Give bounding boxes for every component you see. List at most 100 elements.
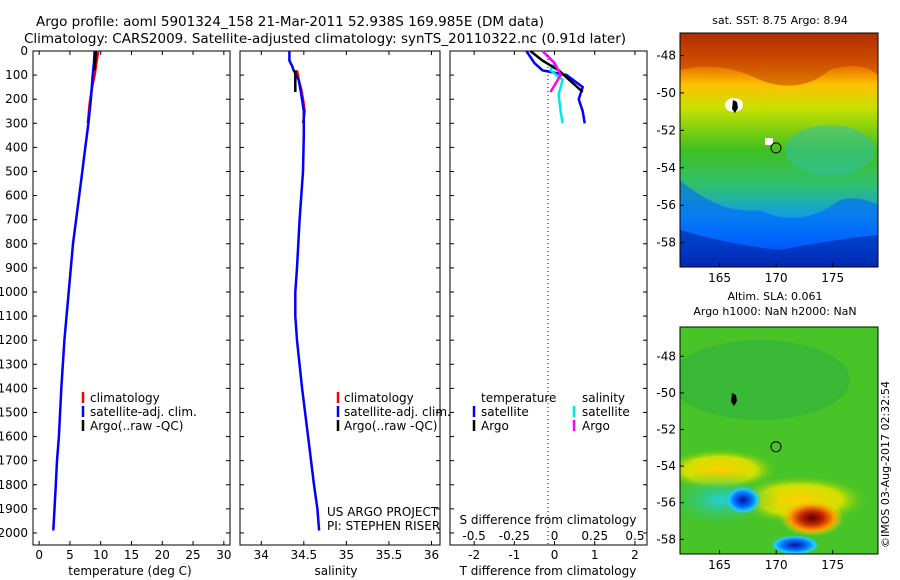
y-tick-label: -54 — [656, 161, 676, 175]
x-tick-label: 35 — [339, 548, 354, 562]
y-tick-label: -54 — [656, 459, 676, 473]
y-tick-label: 1800 — [0, 478, 28, 492]
x-tick-label: 20 — [155, 548, 170, 562]
legend-label-satellite: satellite-adj. clim. — [90, 405, 197, 419]
y-tick-label: 200 — [5, 92, 28, 106]
y-tick-label: 1700 — [0, 454, 28, 468]
y-tick-label: 800 — [5, 237, 28, 251]
salinity-legend: climatology satellite-adj. clim. Argo(..… — [336, 391, 451, 433]
x-tick-label: 170 — [765, 271, 788, 285]
y-tick-label: -50 — [656, 86, 676, 100]
sst-cold-core — [680, 230, 878, 267]
sla-green-band — [680, 340, 850, 420]
legend-title-salinity: salinity — [582, 391, 625, 405]
y-tick-label: 600 — [5, 189, 28, 203]
y-tick-label: -56 — [656, 198, 676, 212]
difference-legend: temperature satellite Argo salinity sate… — [472, 391, 630, 433]
y-tick-label: 700 — [5, 213, 28, 227]
series-line-temperature-satellite — [525, 50, 586, 124]
legend-label-argo: Argo(..raw -QC) — [344, 419, 437, 433]
y-tick-label: -52 — [656, 123, 676, 137]
x-tick-label: 1 — [591, 548, 599, 562]
x-tick-label: 0 — [35, 548, 43, 562]
sla-high-eddy — [780, 500, 844, 536]
legend-label-satellite: satellite-adj. clim. — [344, 405, 451, 419]
series-line-argo-raw-qc- — [93, 50, 98, 71]
salinity-plot: 34 34.5 35 35.5 36 — [240, 50, 440, 562]
series-line-satellite-adj-clim- — [52, 50, 96, 531]
x-tick-label: 2 — [631, 548, 639, 562]
legend-label-climatology: climatology — [90, 391, 160, 405]
y-tick-label: 1200 — [0, 333, 28, 347]
temperature-plot: 0 5 10 15 20 25 300100200300400500600700800900… — [0, 44, 231, 562]
y-tick-label: -48 — [656, 48, 676, 62]
y-tick-label: 0 — [20, 44, 28, 58]
x-tick-label: 170 — [765, 558, 788, 572]
sla-map-image — [680, 327, 878, 554]
y-tick-label: 1000 — [0, 285, 28, 299]
sst-cyan-patch — [785, 125, 875, 175]
argo-position-marker — [770, 441, 782, 453]
y-tick-label: -48 — [656, 349, 676, 363]
sst-map-image — [680, 33, 878, 267]
temperature-xlabel: temperature (deg C) — [68, 564, 191, 578]
x-tick-label: 165 — [708, 558, 731, 572]
s-tick-label: 0.5 — [625, 529, 644, 543]
y-tick-label: 1100 — [0, 309, 28, 323]
figure-title-line1: Argo profile: aoml 5901324_158 21-Mar-20… — [36, 14, 544, 30]
sst-map-axes: 165 170 175 -48 -50 -52 -54 -56 -58 — [656, 48, 844, 285]
series-line-satellite-adj-clim- — [288, 51, 321, 531]
salinity-panel — [239, 50, 441, 546]
island-icon — [731, 393, 737, 406]
difference-panel — [449, 50, 648, 546]
series-line-temperature-argo — [529, 50, 584, 93]
legend-label-climatology: climatology — [344, 391, 414, 405]
y-tick-label: 1500 — [0, 405, 28, 419]
y-tick-label: -58 — [656, 236, 676, 250]
legend-label-sal-argo: Argo — [582, 419, 610, 433]
temperature-legend: climatology satellite-adj. clim. Argo(..… — [81, 391, 197, 433]
sst-map-title: sat. SST: 8.75 Argo: 8.94 — [712, 14, 848, 27]
x-tick-label: 175 — [821, 271, 844, 285]
diff-xlabel-top: S difference from climatology — [460, 513, 637, 527]
sla-map-axes: 165 170 175 -48 -50 -52 -54 -56 -58 — [656, 349, 844, 572]
legend-label-argo: Argo(..raw -QC) — [90, 419, 183, 433]
sla-cyan-ridge — [680, 470, 780, 530]
x-tick-label: 165 — [708, 271, 731, 285]
project-annotation: US ARGO PROJECT — [327, 505, 439, 519]
diff-xlabel-bottom: T difference from climatology — [459, 564, 637, 578]
y-tick-label: -58 — [656, 532, 676, 546]
s-tick-label: -0.25 — [499, 529, 530, 543]
legend-label-temp-satellite: satellite — [481, 405, 529, 419]
y-tick-label: -56 — [656, 496, 676, 510]
x-tick-label: -2 — [468, 548, 480, 562]
y-tick-label: 500 — [5, 164, 28, 178]
sla-map-frame — [679, 326, 879, 555]
y-tick-label: 900 — [5, 261, 28, 275]
y-tick-label: -50 — [656, 386, 676, 400]
salinity-xlabel: salinity — [314, 564, 357, 578]
x-tick-label: 175 — [821, 558, 844, 572]
s-tick-label: -0.5 — [462, 529, 485, 543]
y-tick-label: 100 — [5, 68, 28, 82]
x-tick-label: 30 — [216, 548, 231, 562]
y-tick-label: 1400 — [0, 381, 28, 395]
x-tick-label: 36 — [424, 548, 439, 562]
y-tick-label: 300 — [5, 116, 28, 130]
sla-map-title-line1: Altim. SLA: 0.061 — [727, 290, 822, 303]
y-tick-label: 2000 — [0, 526, 28, 540]
sst-map-frame — [679, 32, 879, 268]
argo-position-marker — [770, 142, 782, 154]
sla-map-title-line2: Argo h1000: NaN h2000: NaN — [693, 305, 856, 318]
y-tick-label: 1300 — [0, 357, 28, 371]
x-tick-label: 5 — [66, 548, 74, 562]
x-tick-label: 25 — [185, 548, 200, 562]
x-tick-label: 10 — [93, 548, 108, 562]
x-tick-label: -1 — [508, 548, 520, 562]
sla-low-eddy — [770, 535, 820, 554]
legend-label-sal-satellite: satellite — [582, 405, 630, 419]
imos-credit: ©IMOS 03-Aug-2017 02:32:54 — [879, 381, 892, 548]
y-tick-label: 1900 — [0, 502, 28, 516]
legend-label-temp-argo: Argo — [481, 419, 509, 433]
